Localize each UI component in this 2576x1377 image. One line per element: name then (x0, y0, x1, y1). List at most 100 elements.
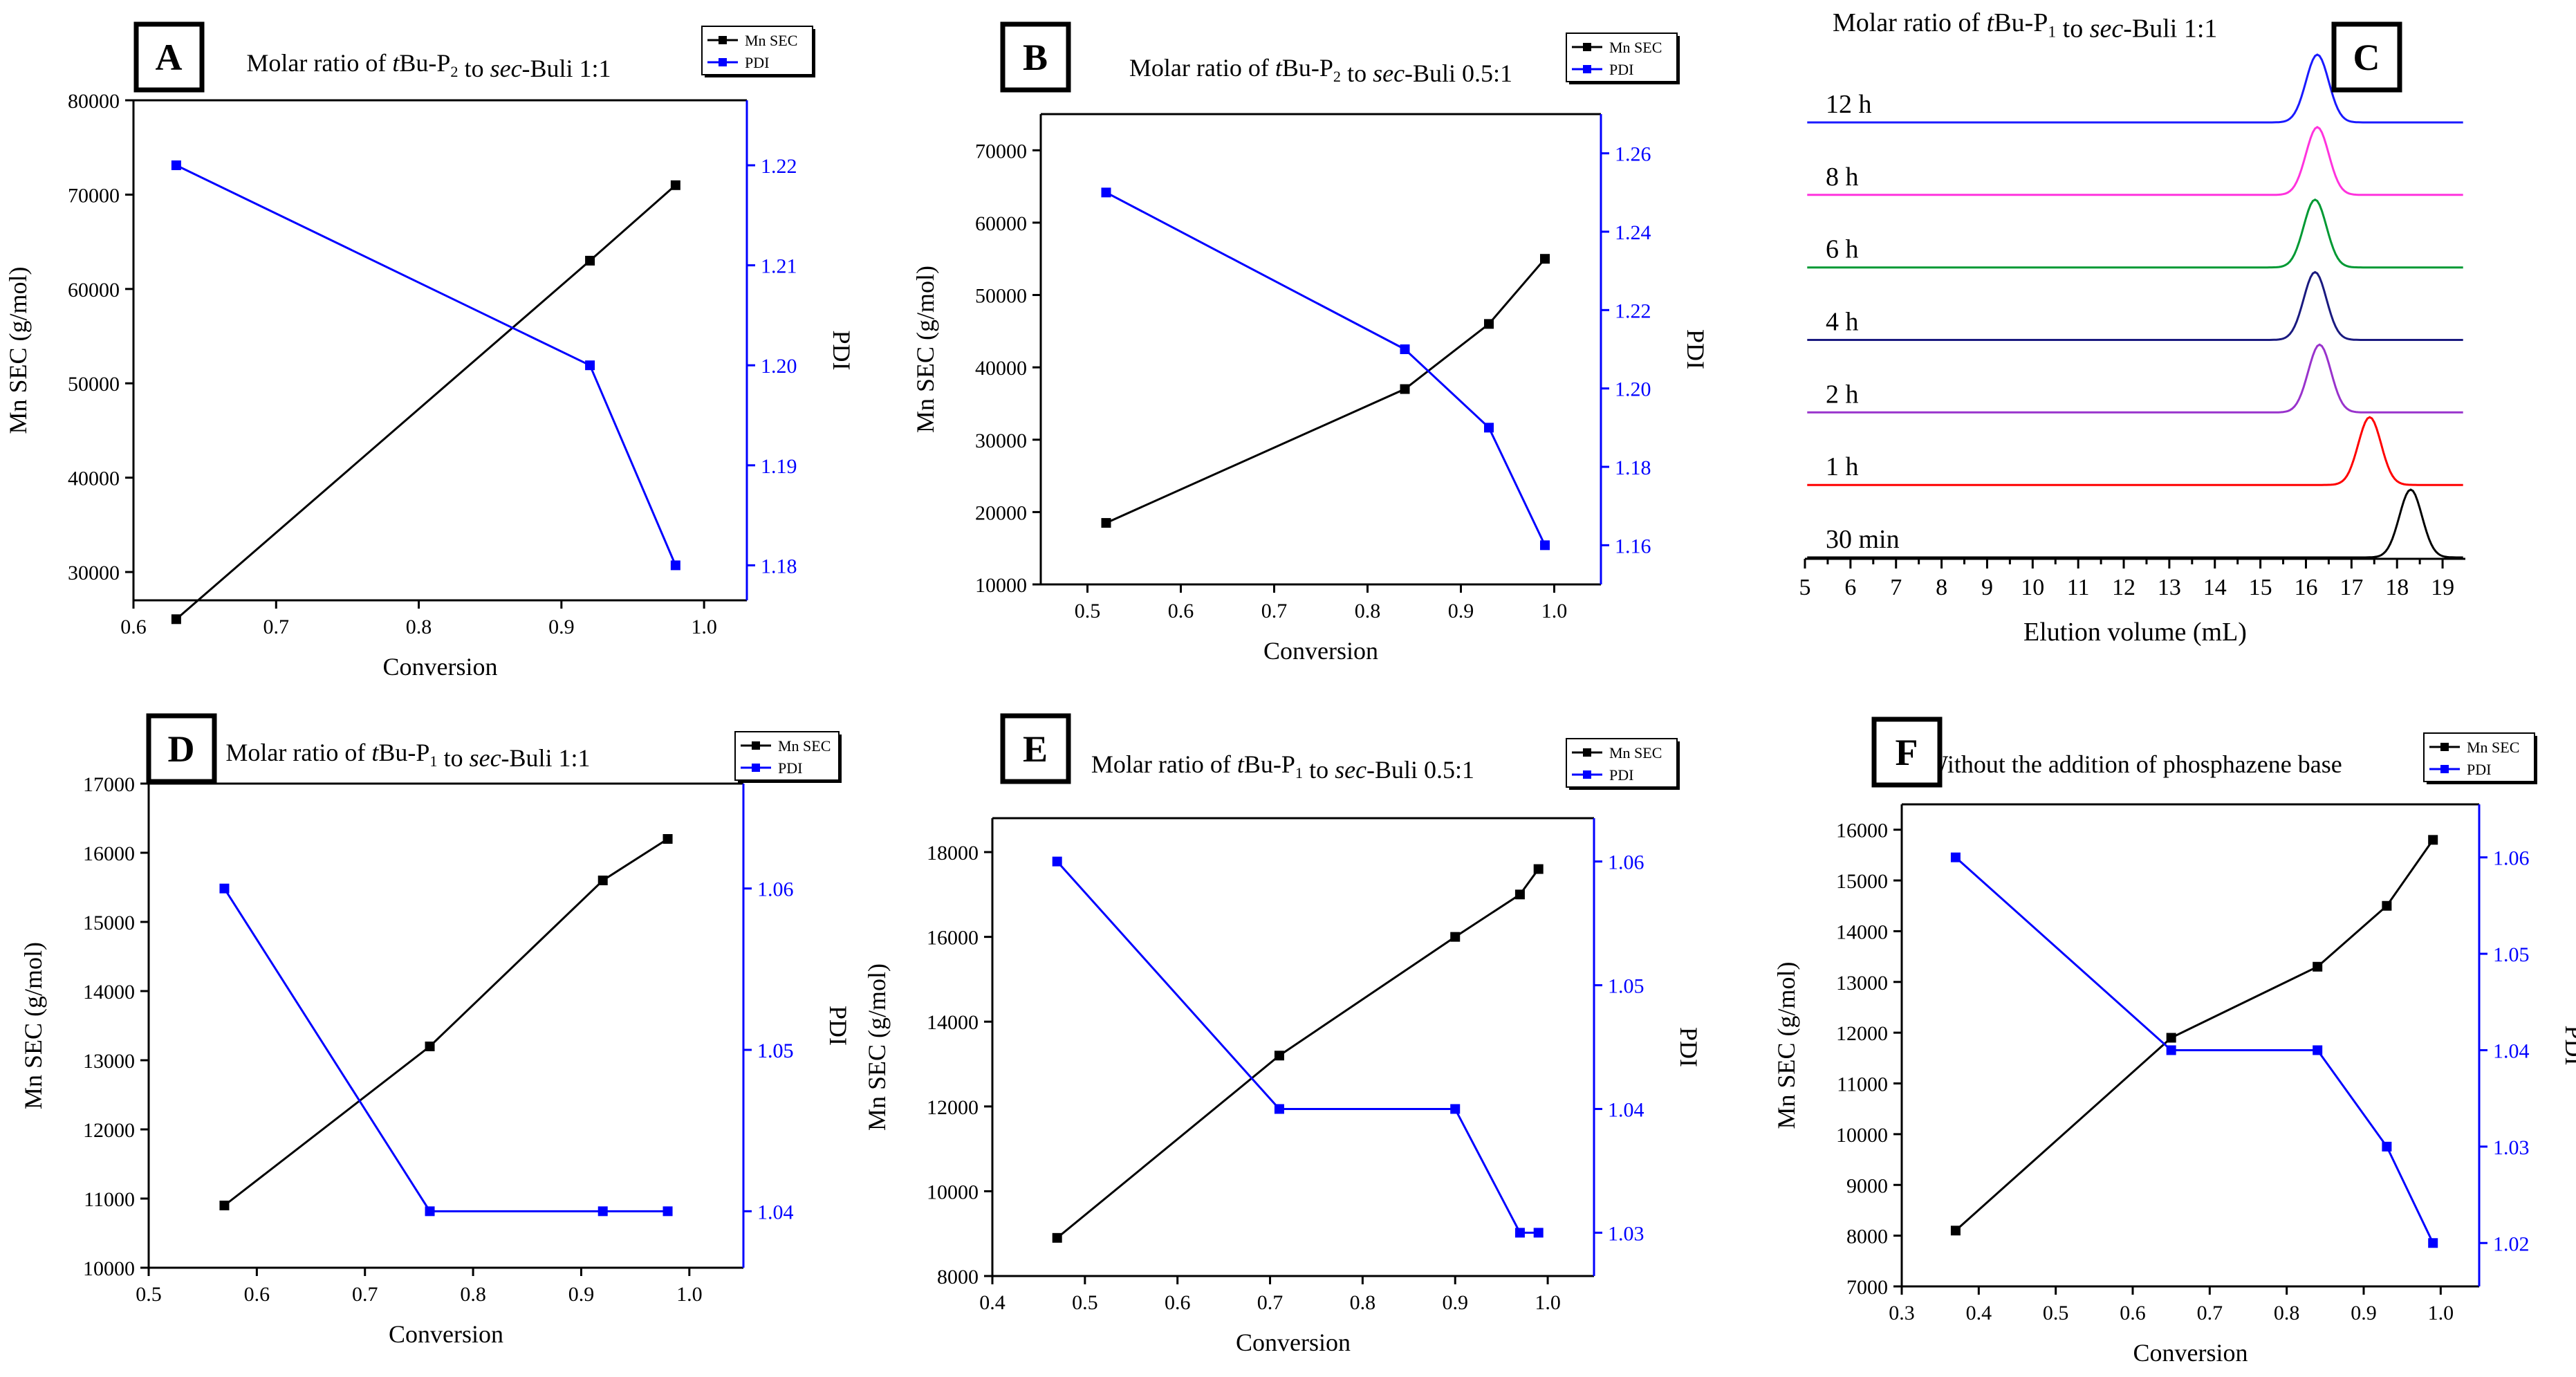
legend-swatch-marker (1583, 770, 1591, 779)
elution-trace (1807, 416, 2463, 486)
legend-swatch-marker (1583, 43, 1591, 51)
series-line-mn (1954, 839, 2434, 1232)
y-tick-label: 50000 (68, 373, 120, 396)
y-tick-label: 11000 (1837, 1073, 1888, 1096)
trace-label: 1 h (1826, 452, 1859, 481)
x-tick-label: 0.3 (1889, 1302, 1915, 1324)
data-point-mn (219, 1201, 230, 1210)
x-tick-label: 14 (2203, 575, 2227, 600)
data-point-pdi (1950, 852, 1961, 862)
y2-tick-label: 1.18 (761, 555, 797, 577)
x-tick-label: 0.7 (2197, 1302, 2223, 1324)
y2-tick-label: 1.26 (1615, 143, 1651, 166)
data-point-mn (1484, 319, 1494, 329)
x-tick-label: 1.0 (2428, 1302, 2454, 1324)
data-point-pdi (1540, 540, 1550, 551)
y-tick-label: 15000 (83, 912, 135, 934)
x-tick-label: 0.5 (2043, 1302, 2069, 1324)
panel-label-box (133, 21, 205, 93)
y-tick-label: 12000 (1836, 1022, 1888, 1045)
data-point-pdi (1052, 856, 1062, 867)
y-tick-label: 12000 (83, 1119, 135, 1142)
data-point-pdi (2313, 1045, 2323, 1055)
trace-label: 6 h (1826, 235, 1859, 264)
y-tick-label: 16000 (1836, 820, 1888, 842)
y2-tick-label: 1.20 (761, 355, 797, 378)
data-point-pdi (1450, 1104, 1461, 1114)
chart-title: Molar ratio of tBu-P1 to sec-Buli 1:1 (1833, 8, 2217, 43)
elution-trace (1807, 53, 2463, 124)
series-line-pdi (223, 887, 668, 1212)
legend-label: Mn SEC (1609, 39, 1662, 56)
x-tick-label: 1.0 (691, 616, 717, 638)
trace-label: 2 h (1826, 380, 1859, 409)
y-tick-label: 8000 (937, 1266, 979, 1288)
y-tick-label: 7000 (1846, 1276, 1888, 1299)
y2-tick-label: 1.22 (1615, 299, 1651, 322)
legend-box (734, 731, 840, 781)
data-point-mn (1540, 254, 1550, 264)
panel-d: 0.5 0.6 0.7 0.8 0.9 1.0 10000 11000 12000 13000 14… (19, 713, 852, 1348)
x-tick-label: 0.6 (120, 616, 147, 638)
y-axis-label: Mn SEC (g/mol) (863, 963, 891, 1131)
legend-swatch-marker (752, 764, 760, 772)
legend-label: Mn SEC (745, 32, 797, 49)
x-axis-label: Elution volume (mL) (2023, 618, 2247, 647)
y-axis-label: Mn SEC (g/mol) (911, 266, 939, 433)
x-axis-label: Conversion (389, 1320, 503, 1348)
legend-swatch-marker (1583, 65, 1591, 73)
x-tick-label: 0.8 (1350, 1291, 1376, 1314)
x-axis-label: Conversion (1236, 1329, 1351, 1356)
x-tick-label: 1.0 (1541, 600, 1568, 622)
x-tick-label: 0.8 (460, 1283, 486, 1306)
x-tick-label: 0.7 (352, 1283, 378, 1306)
y-tick-label: 17000 (83, 773, 135, 796)
x-tick-label: 8 (1936, 575, 1947, 600)
y-tick-label: 13000 (83, 1050, 135, 1073)
x-tick-label: 1.0 (676, 1283, 703, 1306)
data-point-pdi (670, 560, 680, 571)
x-tick-label: 7 (1890, 575, 1902, 600)
legend-box (701, 26, 813, 75)
legend-label: PDI (1609, 61, 1633, 78)
x-tick-label: 0.6 (244, 1283, 270, 1306)
y-tick-label: 16000 (927, 927, 979, 950)
x-tick-label: 0.8 (2274, 1302, 2300, 1324)
elution-trace (1807, 488, 2463, 559)
x-tick-label: 17 (2339, 575, 2363, 600)
panel-label-box (1871, 717, 1943, 788)
x-tick-label: 0.7 (1257, 1291, 1284, 1314)
data-point-mn (597, 876, 608, 885)
panel-c: 5 6 7 8 9 10 11 12 13 14 15 16 17 18 19 Elution volume … (1799, 8, 2465, 647)
y-tick-label: 13000 (1836, 972, 1888, 995)
y-tick-label: 60000 (68, 279, 120, 302)
chart-title: Molar ratio of tBu-P1 to sec-Buli 1:1 (225, 739, 590, 772)
data-point-pdi (1484, 423, 1494, 433)
panel-label: F (1896, 732, 1918, 773)
legend-swatch-marker (719, 36, 727, 44)
elution-trace (1807, 126, 2463, 196)
x-tick-label: 5 (1799, 575, 1811, 600)
y2-axis-label: PDI (2560, 1025, 2576, 1065)
y2-tick-label: 1.18 (1615, 456, 1651, 479)
data-point-mn (425, 1042, 435, 1051)
x-tick-label: 13 (2158, 575, 2181, 600)
y2-axis-label: PDI (1682, 329, 1709, 369)
data-point-pdi (1400, 344, 1410, 354)
series-line-mn (1056, 868, 1539, 1239)
y-tick-label: 50000 (975, 285, 1027, 308)
y2-tick-label: 1.03 (1608, 1222, 1644, 1245)
data-point-mn (171, 614, 181, 625)
y2-tick-label: 1.04 (757, 1201, 794, 1223)
legend-label: PDI (1609, 766, 1633, 784)
y-tick-label: 60000 (975, 212, 1027, 235)
legend-swatch-marker (1583, 748, 1591, 757)
y-tick-label: 30000 (975, 429, 1027, 452)
y2-tick-label: 1.05 (1608, 975, 1644, 998)
y-tick-label: 9000 (1846, 1174, 1888, 1197)
data-point-mn (670, 180, 680, 190)
y-tick-label: 70000 (68, 184, 120, 207)
trace-label: 30 min (1826, 525, 1900, 554)
y-tick-label: 14000 (927, 1011, 979, 1034)
